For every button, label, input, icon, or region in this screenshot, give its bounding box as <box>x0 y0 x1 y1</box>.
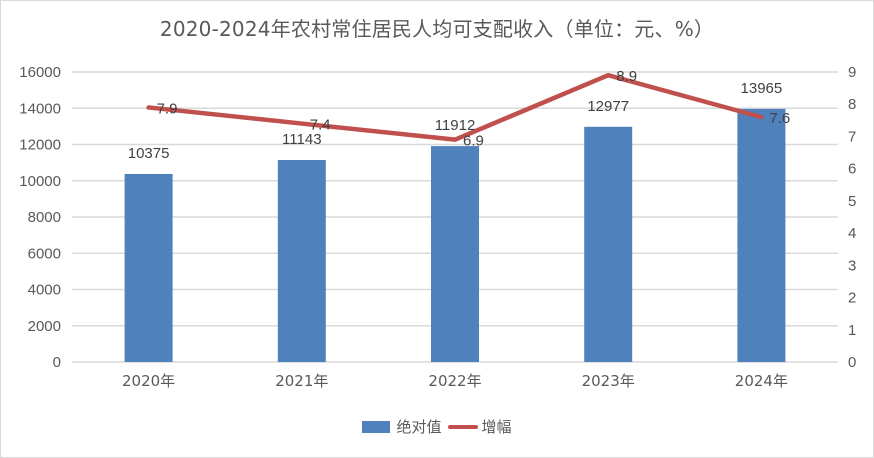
y-right-tick: 8 <box>848 96 856 113</box>
bar-value-label: 11912 <box>435 117 476 134</box>
line-value-label: 6.9 <box>463 133 484 150</box>
bar-value-label: 11143 <box>282 131 322 148</box>
y-right-tick: 4 <box>848 225 856 242</box>
x-tick: 2022年 <box>428 372 481 390</box>
bar-value-label: 13965 <box>741 80 783 97</box>
y-right-tick: 1 <box>848 322 856 339</box>
y-right-tick: 6 <box>848 161 856 178</box>
y-right-tick: 7 <box>848 128 856 145</box>
y-left-tick: 0 <box>53 354 61 371</box>
y-right-tick: 0 <box>848 354 856 371</box>
bar <box>124 173 173 362</box>
y-left-tick: 2000 <box>28 318 61 335</box>
y-left-tick: 14000 <box>19 100 61 117</box>
legend-line-label: 增幅 <box>481 418 512 436</box>
y-right-tick: 9 <box>848 64 856 81</box>
bar-value-label: 12977 <box>587 98 629 115</box>
y-left-tick: 10000 <box>19 173 61 190</box>
bar <box>431 146 479 362</box>
line-value-label: 7.9 <box>157 100 178 117</box>
legend-line-swatch-icon <box>447 424 478 429</box>
x-tick: 2023年 <box>582 372 635 390</box>
x-tick: 2020年 <box>122 372 175 390</box>
y-left-tick: 4000 <box>28 282 61 299</box>
legend-item-line: 增幅 <box>447 416 512 437</box>
legend-bar-label: 绝对值 <box>396 418 442 436</box>
legend-item-bar: 绝对值 <box>362 416 442 437</box>
x-tick: 2024年 <box>735 372 788 390</box>
legend-bar-swatch-icon <box>362 420 391 433</box>
bar-value-label: 10375 <box>128 145 170 162</box>
bar <box>737 108 786 363</box>
y-left-tick: 12000 <box>19 137 61 154</box>
growth-line <box>146 72 764 142</box>
line-value-label: 8.9 <box>616 68 637 85</box>
y-left-tick: 8000 <box>28 209 61 226</box>
legend: 绝对值 增幅 <box>0 416 874 437</box>
y-left-tick: 16000 <box>19 64 61 81</box>
line-value-label: 7.4 <box>310 117 331 134</box>
chart-title: 2020-2024年农村常住居民人均可支配收入（单位：元、%） <box>159 17 715 41</box>
bar <box>277 160 326 362</box>
x-tick: 2021年 <box>275 372 328 390</box>
line-value-label: 7.6 <box>769 110 790 127</box>
y-right-tick: 5 <box>848 193 856 210</box>
y-right-tick: 2 <box>848 290 856 307</box>
y-left-tick: 6000 <box>28 245 61 262</box>
y-right-tick: 3 <box>848 257 856 274</box>
bar <box>584 126 633 363</box>
